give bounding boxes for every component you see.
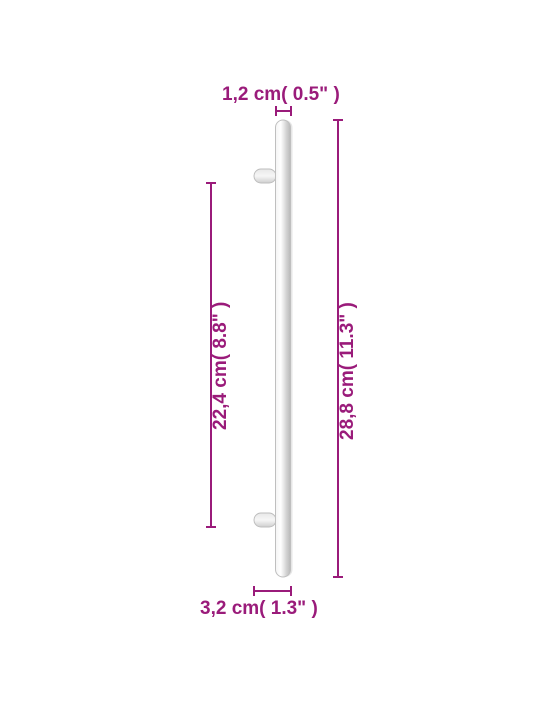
diagram-stage: 1,2 cm( 0.5" ) 3,2 cm( 1.3" ) 22,4 cm( 8…: [0, 0, 540, 720]
dimension-label-total-height: 28,8 cm( 11.3" ): [337, 302, 359, 440]
dimension-label-hole-spacing: 22,4 cm( 8.8" ): [210, 302, 232, 430]
dimension-label-depth-bottom: 3,2 cm( 1.3" ): [200, 598, 318, 620]
dimension-label-width-top: 1,2 cm( 0.5" ): [222, 84, 340, 106]
